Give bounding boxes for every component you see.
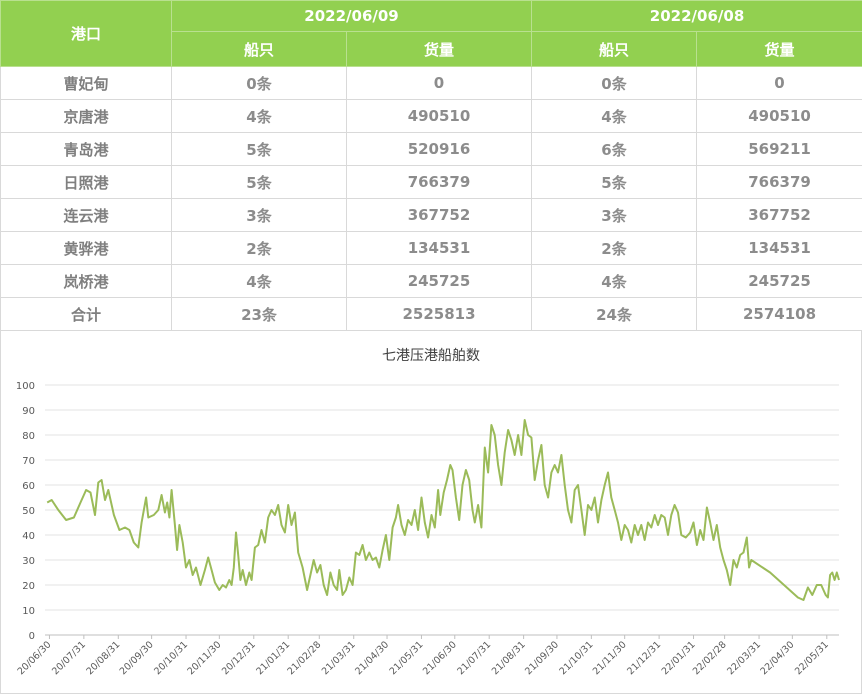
port-name: 合计: [1, 298, 172, 331]
ships-count: 6条: [532, 133, 697, 166]
cargo-volume: 367752: [697, 199, 862, 232]
x-tick-label: 20/08/31: [84, 639, 122, 677]
header-date-1: 2022/06/09: [172, 1, 532, 32]
x-tick-label: 20/09/30: [118, 639, 156, 677]
ships-count: 5条: [172, 133, 347, 166]
x-tick-label: 21/05/31: [388, 639, 426, 677]
ships-count: 2条: [532, 232, 697, 265]
y-tick-label: 20: [22, 581, 35, 592]
ships-count: 5条: [532, 166, 697, 199]
cargo-volume: 0: [347, 67, 532, 100]
header-cargo-1: 货量: [347, 32, 532, 67]
ships-count: 4条: [172, 100, 347, 133]
cargo-volume: 134531: [697, 232, 862, 265]
cargo-volume: 2574108: [697, 298, 862, 331]
port-name: 黄骅港: [1, 232, 172, 265]
x-tick-label: 21/06/30: [421, 639, 459, 677]
x-tick-label: 20/10/31: [152, 639, 190, 677]
ships-count: 4条: [532, 100, 697, 133]
cargo-volume: 520916: [347, 133, 532, 166]
cargo-volume: 490510: [697, 100, 862, 133]
y-tick-label: 40: [22, 531, 35, 542]
cargo-volume: 766379: [347, 166, 532, 199]
cargo-volume: 569211: [697, 133, 862, 166]
port-name: 曹妃甸: [1, 67, 172, 100]
ships-count: 0条: [172, 67, 347, 100]
y-tick-label: 50: [22, 506, 35, 517]
x-tick-label: 21/04/30: [353, 639, 391, 677]
port-name: 日照港: [1, 166, 172, 199]
x-tick-label: 21/07/31: [455, 639, 493, 677]
y-tick-label: 0: [29, 631, 35, 642]
cargo-volume: 0: [697, 67, 862, 100]
header-ships-1: 船只: [172, 32, 347, 67]
x-tick-label: 21/11/30: [591, 639, 629, 677]
port-name: 岚桥港: [1, 265, 172, 298]
x-tick-label: 20/06/30: [16, 639, 54, 677]
x-tick-label: 21/03/31: [320, 639, 358, 677]
y-tick-label: 10: [22, 606, 35, 617]
cargo-volume: 367752: [347, 199, 532, 232]
x-tick-label: 21/12/31: [625, 639, 663, 677]
y-tick-label: 60: [22, 481, 35, 492]
ships-count: 3条: [532, 199, 697, 232]
x-tick-label: 21/10/31: [558, 639, 596, 677]
cargo-volume: 245725: [347, 265, 532, 298]
chart-title: 七港压港船舶数: [382, 348, 480, 364]
cargo-volume: 490510: [347, 100, 532, 133]
header-port: 港口: [1, 1, 172, 67]
x-tick-label: 21/09/30: [523, 639, 561, 677]
ships-count: 4条: [532, 265, 697, 298]
port-table: 港口 2022/06/09 2022/06/08 船只 货量 船只 货量 曹妃甸…: [0, 0, 862, 331]
ships-count: 24条: [532, 298, 697, 331]
x-tick-label: 20/07/31: [50, 639, 88, 677]
y-tick-label: 30: [22, 556, 35, 567]
header-ships-2: 船只: [532, 32, 697, 67]
x-tick-label: 21/08/31: [490, 639, 528, 677]
port-name: 京唐港: [1, 100, 172, 133]
ships-count: 0条: [532, 67, 697, 100]
y-tick-label: 100: [16, 381, 35, 392]
ships-count: 23条: [172, 298, 347, 331]
ships-count: 3条: [172, 199, 347, 232]
header-cargo-2: 货量: [697, 32, 862, 67]
ships-count: 2条: [172, 232, 347, 265]
x-tick-label: 22/02/28: [691, 639, 729, 677]
header-row-dates: 港口 2022/06/09 2022/06/08: [1, 1, 862, 32]
x-tick-label: 20/12/31: [220, 639, 258, 677]
port-name: 连云港: [1, 199, 172, 232]
y-tick-label: 90: [22, 406, 35, 417]
x-tick-label: 21/02/28: [285, 639, 323, 677]
ships-count: 4条: [172, 265, 347, 298]
cargo-volume: 766379: [697, 166, 862, 199]
cargo-volume: 134531: [347, 232, 532, 265]
cargo-volume: 2525813: [347, 298, 532, 331]
x-tick-label: 22/05/31: [793, 639, 831, 677]
y-tick-label: 80: [22, 431, 35, 442]
header-date-2: 2022/06/08: [532, 1, 862, 32]
port-name: 青岛港: [1, 133, 172, 166]
ships-count: 5条: [172, 166, 347, 199]
x-tick-label: 20/11/30: [186, 639, 224, 677]
x-tick-label: 22/03/31: [725, 639, 763, 677]
x-tick-label: 22/04/30: [759, 639, 797, 677]
cargo-volume: 245725: [697, 265, 862, 298]
y-tick-label: 70: [22, 456, 35, 467]
